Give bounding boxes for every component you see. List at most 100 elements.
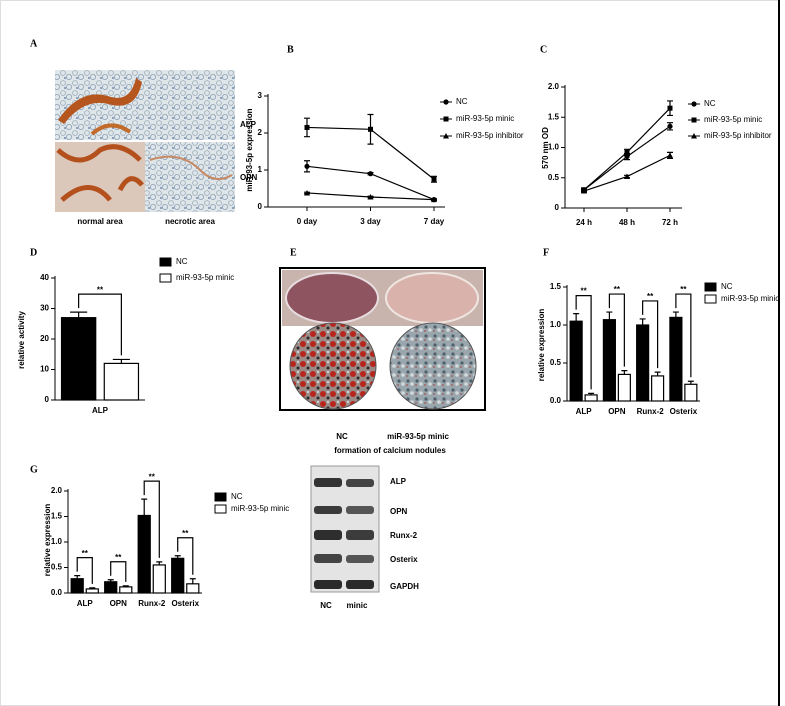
error-bar — [112, 358, 130, 364]
band — [314, 506, 342, 514]
error-bar — [70, 311, 88, 318]
y-axis-title: 570 nm OD — [541, 127, 550, 169]
y-tick-label: 0.5 — [548, 173, 560, 182]
y-tick-label: 20 — [40, 334, 49, 343]
band-label: GAPDH — [390, 582, 419, 591]
y-tick-label: 1.0 — [550, 320, 562, 329]
y-tick-label: 0 — [555, 203, 560, 212]
bar — [103, 362, 140, 401]
panel-label: B — [287, 44, 294, 55]
y-tick-label: 1 — [258, 165, 263, 174]
line — [583, 154, 671, 192]
marker — [431, 196, 437, 203]
error-bar — [654, 371, 661, 376]
band — [314, 580, 342, 589]
y-axis-title: relative expression — [43, 504, 52, 577]
significance-bracket — [76, 557, 93, 584]
y-axis-title: relative activity — [17, 311, 26, 369]
x-tick-label: 48 h — [619, 218, 635, 227]
y-axis-title: miR-93-5p expression — [245, 108, 254, 191]
significance-bracket — [78, 293, 122, 356]
x-tick-label: 0 day — [297, 217, 318, 226]
legend-swatch — [214, 492, 227, 502]
column-label: normal area — [77, 217, 123, 226]
bar — [669, 316, 683, 402]
significance-bracket — [143, 480, 160, 558]
well — [385, 272, 479, 324]
stain — [56, 144, 144, 202]
well-zoom — [389, 322, 477, 410]
significance-bracket — [110, 561, 127, 582]
y-tick-label: 0.5 — [51, 563, 63, 572]
significance-bracket — [675, 293, 692, 378]
well — [285, 272, 379, 324]
significance-label: ** — [115, 553, 122, 562]
marker — [304, 189, 310, 196]
legend-swatch — [214, 504, 227, 514]
band — [346, 506, 374, 514]
marker — [367, 171, 374, 177]
y-tick-label: 1.5 — [550, 282, 562, 291]
legend-swatch — [704, 294, 717, 304]
bar — [152, 564, 166, 594]
column-label: NC — [336, 432, 348, 441]
y-tick-label: 2 — [258, 128, 263, 137]
y-tick-label: 0 — [45, 395, 50, 404]
legend-label: miR-93-5p minic — [721, 294, 779, 303]
image-tile — [145, 70, 235, 140]
error-bar — [189, 578, 196, 584]
y-tick-label: 0.0 — [550, 396, 562, 405]
significance-label: ** — [149, 472, 156, 481]
y-tick-label: 2.0 — [548, 82, 560, 91]
band-label: Osterix — [390, 555, 418, 564]
legend-marker — [443, 99, 449, 105]
band — [314, 554, 342, 563]
significance-bracket — [575, 295, 592, 390]
bar — [85, 588, 99, 594]
stain — [58, 78, 142, 124]
panel-label: E — [290, 247, 297, 258]
error-bar — [621, 370, 628, 375]
legend-swatch — [704, 282, 717, 292]
column-label: necrotic area — [165, 217, 215, 226]
y-tick-label: 40 — [40, 273, 49, 282]
legend-label: NC — [231, 492, 243, 501]
histology-images — [55, 70, 235, 212]
significance-bracket — [608, 293, 625, 367]
legend-label: NC — [456, 97, 468, 106]
band — [346, 479, 374, 487]
row-label: OPN — [240, 173, 258, 182]
legend-swatch — [159, 273, 172, 283]
y-tick-label: 3 — [258, 91, 263, 100]
bar — [70, 578, 84, 594]
x-tick-label: ALP — [92, 406, 109, 415]
bar — [602, 319, 616, 402]
panel-label: C — [540, 44, 547, 55]
y-tick-label: 1.5 — [51, 512, 63, 521]
marker — [368, 126, 373, 132]
panel-label: D — [30, 247, 37, 258]
legend-marker — [691, 101, 697, 107]
x-tick-label: 24 h — [576, 218, 592, 227]
band-label: Runx-2 — [390, 531, 418, 540]
legend-marker — [691, 117, 697, 123]
bar — [60, 317, 97, 401]
significance-bracket — [177, 537, 194, 575]
significance-label: ** — [581, 287, 588, 296]
error-bar — [639, 318, 646, 325]
lane-label: NC — [320, 601, 332, 610]
legend-label: NC — [721, 282, 733, 291]
y-tick-label: 0.5 — [550, 358, 562, 367]
legend-marker — [443, 133, 449, 139]
x-tick-label: OPN — [608, 407, 626, 416]
significance-label: ** — [97, 285, 104, 294]
marker — [624, 173, 630, 180]
band — [346, 530, 374, 540]
marker — [667, 152, 673, 158]
stain — [90, 123, 132, 136]
band-label: ALP — [390, 477, 407, 486]
row-label: ALP — [240, 120, 257, 129]
legend-label: miR-93-5p inhibitor — [704, 131, 772, 140]
panel-label: G — [30, 464, 38, 475]
